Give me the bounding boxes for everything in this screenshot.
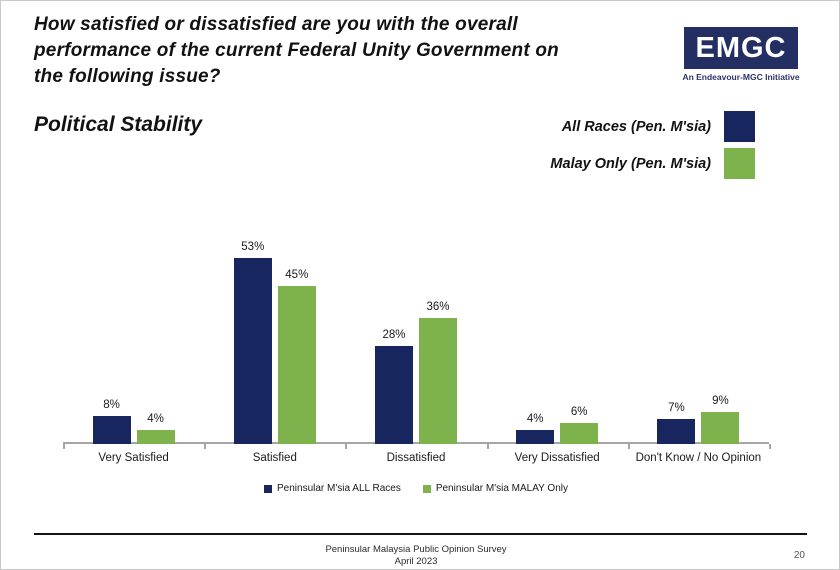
page-title: How satisfied or dissatisfied are you wi… (34, 12, 664, 90)
legend-bottom: Peninsular M'sia ALL Races Peninsular M's… (63, 483, 769, 494)
bar-malay-only-4 (560, 423, 599, 444)
axis-tick (63, 444, 65, 449)
title-line-2: performance of the current Federal Unity… (34, 40, 559, 61)
legend-top-label-all-races: All Races (Pen. M'sia) (561, 118, 711, 135)
title-line-1: How satisfied or dissatisfied are you wi… (34, 14, 518, 35)
bar-all-races-4 (516, 430, 555, 444)
emgc-logo-text: EMGC (695, 31, 787, 64)
bar-value-label: 6% (570, 406, 588, 418)
bar-malay-only-1 (136, 430, 175, 444)
legend-swatch-malay-only (724, 148, 755, 179)
bar-value-label: 45% (285, 269, 309, 281)
bar-value-label: 4% (147, 413, 164, 425)
bar-value-label: 28% (382, 329, 406, 341)
title-line-3: the following issue? (34, 66, 221, 87)
legend-bottom-item: Peninsular M'sia ALL Races (264, 483, 401, 494)
bar-value-label: 7% (668, 402, 685, 414)
axis-tick (204, 444, 207, 449)
bar-all-races-3 (375, 346, 413, 444)
legend-swatch-all-races (724, 111, 755, 142)
axis-tick (627, 444, 630, 449)
legend-top-row-malay-only: Malay Only (Pen. M'sia) (550, 148, 755, 179)
bar-all-races-2 (233, 258, 272, 444)
category-label: Dissatisfied (386, 452, 446, 464)
bar-value-label: 8% (103, 399, 120, 411)
legend-bottom-label: Peninsular M'sia ALL Races (277, 483, 401, 494)
emgc-logo: EMGC (684, 27, 798, 69)
legend-bottom-label: Peninsular M'sia MALAY Only (435, 483, 568, 494)
bar-value-label: 4% (526, 413, 544, 425)
legend-bottom-item: Peninsular M'sia MALAY Only (422, 483, 568, 494)
footer-divider (34, 533, 807, 535)
bar-all-races-1 (92, 416, 131, 444)
legend-top: All Races (Pen. M'sia) Malay Only (Pen. … (550, 111, 755, 179)
chart-subtitle: Political Stability (34, 113, 203, 136)
bar-value-label: 9% (712, 395, 729, 407)
footer-line-1: Peninsular Malaysia Public Opinion Surve… (325, 544, 507, 555)
legend-bottom-swatch (422, 484, 431, 493)
bar-malay-only-3 (419, 318, 457, 444)
page-number: 20 (793, 550, 805, 561)
legend-bottom-swatch (264, 484, 272, 493)
bar-malay-only-5 (701, 412, 740, 444)
footer-line-2: April 2023 (394, 556, 438, 567)
footer-source: Peninsular Malaysia Public Opinion Surve… (63, 544, 769, 568)
bar-all-races-5 (657, 419, 696, 444)
legend-top-row-all-races: All Races (Pen. M'sia) (562, 111, 755, 142)
x-axis-line (63, 442, 769, 444)
bar-value-label: 53% (241, 241, 265, 253)
axis-tick (345, 444, 348, 449)
bar-value-label: 36% (426, 301, 450, 313)
axis-tick (769, 444, 771, 449)
bar-malay-only-2 (277, 286, 316, 444)
category-label: Don't Know / No Opinion (635, 452, 762, 464)
category-label: Very Satisfied (98, 452, 169, 464)
category-label: Satisfied (252, 452, 297, 464)
axis-tick (486, 444, 489, 449)
emgc-logo-tagline: An Endeavour-MGC Initiative (682, 72, 800, 82)
category-label: Very Dissatisfied (514, 452, 600, 464)
legend-top-label-malay-only: Malay Only (Pen. M'sia) (550, 155, 711, 172)
